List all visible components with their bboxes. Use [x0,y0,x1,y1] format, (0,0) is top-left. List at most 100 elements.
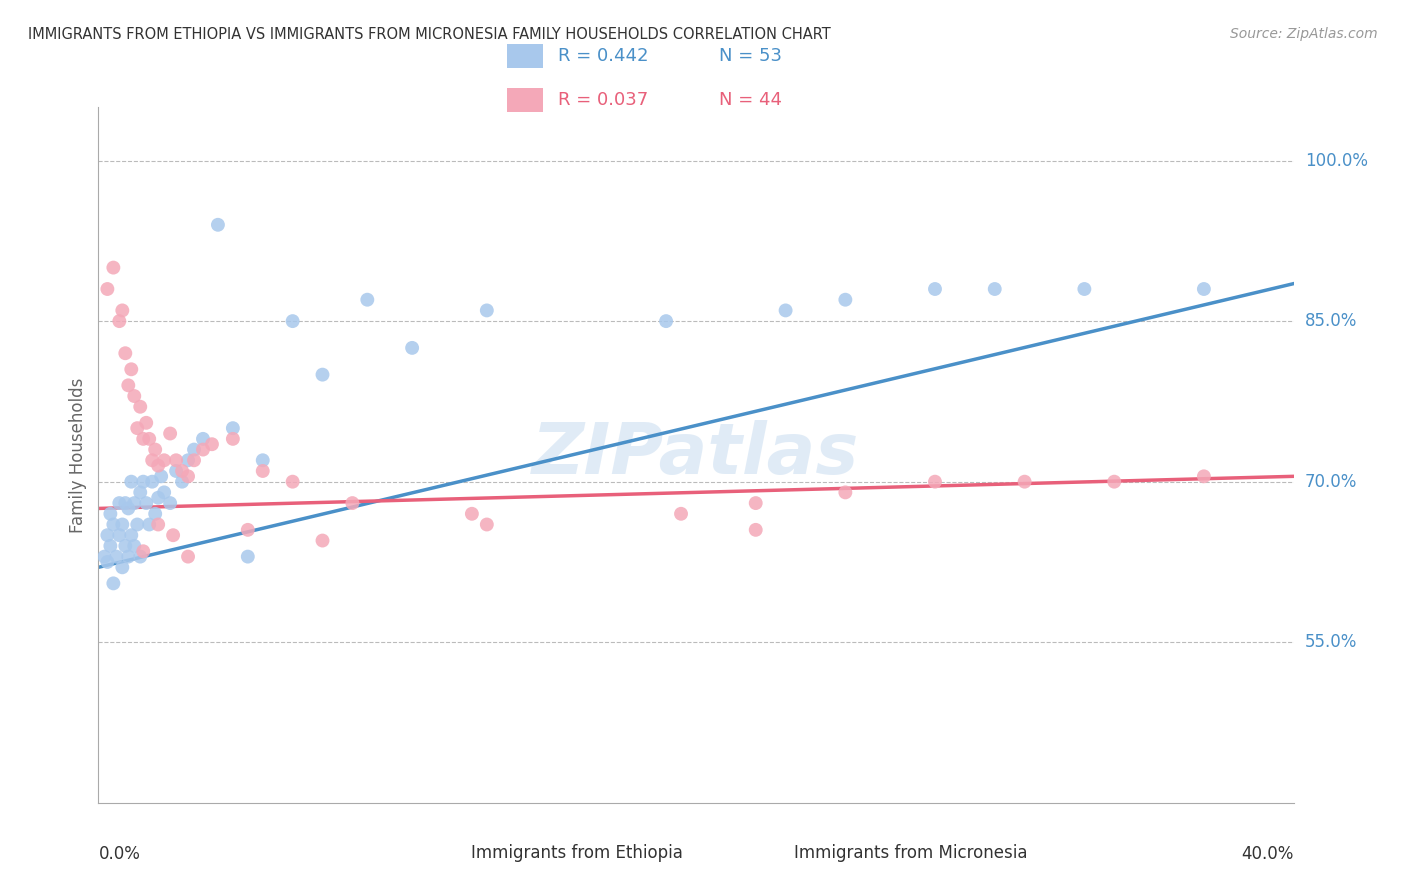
Point [132,432,155,446]
Point [222,421,245,435]
Bar [506,88,543,112]
Point [207,218,229,232]
Point [191,442,214,457]
Point [222,432,245,446]
Text: ZIPatlas: ZIPatlas [533,420,859,490]
Point [120,528,142,542]
Point [356,293,378,307]
Point [111,517,134,532]
Point [236,549,259,564]
Point [401,341,423,355]
Text: Source: ZipAtlas.com: Source: ZipAtlas.com [1230,27,1378,41]
Point [177,453,200,467]
Point [342,496,364,510]
Text: Immigrants from Ethiopia: Immigrants from Ethiopia [471,844,683,862]
Bar [506,45,543,68]
Point [252,453,274,467]
Point [117,378,139,392]
Text: R = 0.037: R = 0.037 [558,91,648,109]
Point [117,549,139,564]
Point [1014,475,1036,489]
Text: 85.0%: 85.0% [1305,312,1357,330]
Point [105,549,128,564]
Point [1192,282,1215,296]
Point [127,517,149,532]
Point [924,282,946,296]
Point [1102,475,1125,489]
Point [124,539,146,553]
Point [745,496,768,510]
Point [159,496,181,510]
Point [98,507,122,521]
Point [159,426,181,441]
Text: Immigrants from Micronesia: Immigrants from Micronesia [794,844,1028,862]
Text: R = 0.442: R = 0.442 [558,47,648,65]
Point [924,475,946,489]
Point [236,523,259,537]
Point [153,453,176,467]
Point [132,475,155,489]
Point [165,453,187,467]
Text: 100.0%: 100.0% [1305,152,1368,169]
Point [475,303,498,318]
Point [311,533,333,548]
Point [475,517,498,532]
Point [775,303,797,318]
Point [96,528,118,542]
Point [153,485,176,500]
Point [129,485,152,500]
Point [98,539,122,553]
Point [1192,469,1215,483]
Point [111,560,134,574]
Point [114,539,136,553]
Point [150,469,173,483]
Point [96,555,118,569]
Point [191,432,214,446]
Point [117,501,139,516]
Point [311,368,333,382]
Point [177,469,200,483]
Point [108,496,131,510]
Point [138,517,160,532]
Point [141,475,163,489]
Point [135,416,157,430]
Point [655,314,678,328]
Point [834,485,856,500]
Point [96,282,118,296]
Text: 40.0%: 40.0% [1241,845,1294,863]
Y-axis label: Family Households: Family Households [69,377,87,533]
Point [103,260,125,275]
Point [177,549,200,564]
Point [141,453,163,467]
Point [103,517,125,532]
Point [103,576,125,591]
Text: 0.0%: 0.0% [98,845,141,863]
Point [172,475,194,489]
Point [745,523,768,537]
Point [114,496,136,510]
Point [461,507,484,521]
Point [1073,282,1095,296]
Point [148,458,170,473]
Point [93,549,115,564]
Text: 70.0%: 70.0% [1305,473,1357,491]
Point [983,282,1005,296]
Point [281,314,304,328]
Point [138,432,160,446]
Point [143,507,166,521]
Point [201,437,224,451]
Point [148,491,170,505]
Point [172,464,194,478]
Point [120,475,142,489]
Point [669,507,692,521]
Point [143,442,166,457]
Point [252,464,274,478]
Point [114,346,136,360]
Point [165,464,187,478]
Text: IMMIGRANTS FROM ETHIOPIA VS IMMIGRANTS FROM MICRONESIA FAMILY HOUSEHOLDS CORRELA: IMMIGRANTS FROM ETHIOPIA VS IMMIGRANTS F… [28,27,831,42]
Point [127,421,149,435]
Point [108,528,131,542]
Text: N = 44: N = 44 [718,91,782,109]
Point [120,362,142,376]
Point [281,475,304,489]
